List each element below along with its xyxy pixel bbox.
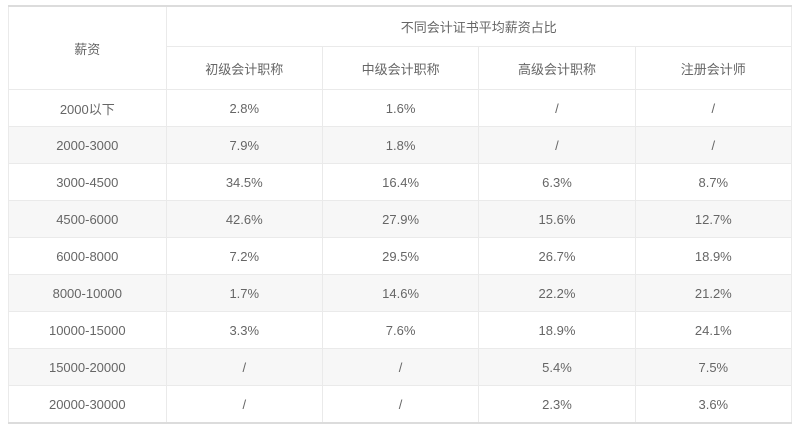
column-header: 中级会计职称 [321, 46, 480, 90]
table-cell: / [634, 126, 793, 164]
table-cell: 34.5% [165, 163, 323, 201]
table-cell: 6.3% [478, 163, 636, 201]
table-cell: / [165, 385, 323, 424]
table-cell: 14.6% [321, 274, 480, 312]
table-cell: 7.2% [165, 237, 323, 275]
table-cell: / [478, 126, 636, 164]
table-body: 2000以下 2.8% 1.6% //2000-3000 7.9% 1.8% //3000-… [8, 89, 793, 424]
table-cell: / [634, 89, 793, 127]
row-header-salary-range: 15000-20000 [8, 348, 167, 386]
table-cell: 42.6% [165, 200, 323, 238]
row-header-salary-range: 6000-8000 [8, 237, 167, 275]
column-header: 高级会计职称 [478, 46, 636, 90]
table-cell: 7.9% [165, 126, 323, 164]
table-cell: 7.6% [321, 311, 480, 349]
table-cell: / [321, 348, 480, 386]
table-cell: 1.6% [321, 89, 480, 127]
table-row: 2000以下 2.8% 1.6% / / [8, 89, 793, 127]
table-cell: 2.8% [165, 89, 323, 127]
table-header: 薪资 不同会计证书平均薪资占比 初级会计职称 中级会计职称 高级会计职称 注册会计师 [8, 5, 793, 90]
row-header-salary-range: 2000-3000 [8, 126, 167, 164]
table-row: 6000-8000 7.2% 29.5% 26.7% 18.9% [8, 237, 793, 275]
table-row: 3000-4500 34.5% 16.4% 6.3% 8.7% [8, 163, 793, 201]
table-cell: 16.4% [321, 163, 480, 201]
table-cell: 15.6% [478, 200, 636, 238]
table-cell: 21.2% [634, 274, 793, 312]
row-header-salary-range: 10000-15000 [8, 311, 167, 349]
table-cell: / [478, 89, 636, 127]
table-cell: 12.7% [634, 200, 793, 238]
row-header-salary-range: 8000-10000 [8, 274, 167, 312]
row-header-salary-range: 20000-30000 [8, 385, 167, 424]
table-cell: 3.3% [165, 311, 323, 349]
table-cell: 29.5% [321, 237, 480, 275]
row-header-salary-range: 4500-6000 [8, 200, 167, 238]
table-cell: 2.3% [478, 385, 636, 424]
table-cell: 5.4% [478, 348, 636, 386]
salary-distribution-table: 薪资 不同会计证书平均薪资占比 初级会计职称 中级会计职称 高级会计职称 注册会计师 … [8, 5, 793, 424]
table-row: 15000-20000//5.4% 7.5% [8, 348, 793, 386]
row-header-salary-range: 3000-4500 [8, 163, 167, 201]
corner-header-salary: 薪资 [8, 5, 167, 90]
table-row: 4500-6000 42.6% 27.9% 15.6% 12.7% [8, 200, 793, 238]
column-header-row: 初级会计职称 中级会计职称 高级会计职称 注册会计师 [9, 46, 793, 90]
table-cell: / [165, 348, 323, 386]
group-header-title: 不同会计证书平均薪资占比 [165, 5, 793, 47]
group-header-row: 薪资 不同会计证书平均薪资占比 [8, 5, 793, 90]
column-header: 初级会计职称 [165, 46, 323, 90]
table-cell: 3.6% [634, 385, 793, 424]
table-cell: 27.9% [321, 200, 480, 238]
table-cell: 8.7% [634, 163, 793, 201]
table-cell: 22.2% [478, 274, 636, 312]
table-row: 10000-15000 3.3% 7.6% 18.9% 24.1% [8, 311, 793, 349]
row-header-salary-range: 2000以下 [8, 89, 167, 127]
table-cell: 7.5% [634, 348, 793, 386]
table-cell: 1.7% [165, 274, 323, 312]
table-cell: 26.7% [478, 237, 636, 275]
table-cell: 1.8% [321, 126, 480, 164]
table-row: 2000-3000 7.9% 1.8% / / [8, 126, 793, 164]
table-cell: 18.9% [634, 237, 793, 275]
table-cell: 18.9% [478, 311, 636, 349]
table-cell: 24.1% [634, 311, 793, 349]
table-row: 8000-10000 1.7% 14.6% 22.2% 21.2% [8, 274, 793, 312]
table-row: 20000-30000//2.3% 3.6% [8, 385, 793, 424]
table-cell: / [321, 385, 480, 424]
column-header: 注册会计师 [634, 46, 793, 90]
